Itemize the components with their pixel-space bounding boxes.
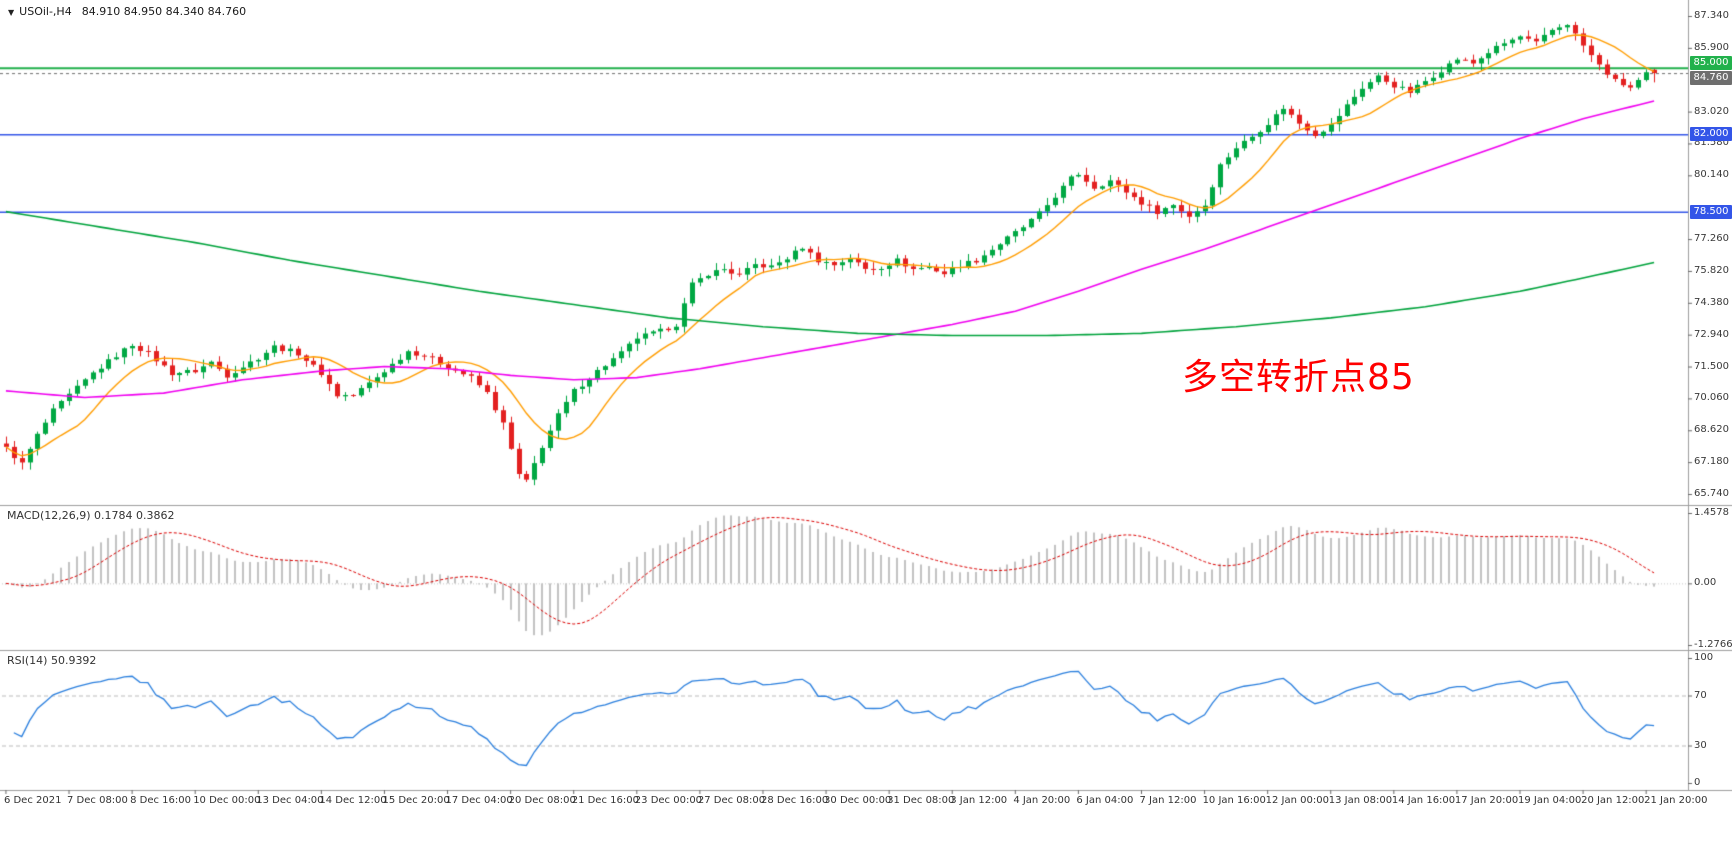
macd-axis-label: -1.2766 (1694, 639, 1732, 650)
time-axis-label: 7 Dec 08:00 (67, 795, 128, 806)
price-axis-label: 75.820 (1694, 264, 1729, 276)
time-axis-label: 20 Dec 08:00 (508, 795, 576, 806)
time-axis-label: 10 Jan 16:00 (1202, 795, 1266, 806)
symbol-timeframe-label: USOil-,H4 (19, 5, 72, 18)
rsi-axis-label: 100 (1694, 652, 1714, 663)
time-axis-label: 14 Jan 16:00 (1391, 795, 1456, 806)
time-axis-label: 17 Dec 04:00 (445, 795, 513, 806)
time-axis-label: 21 Dec 16:00 (571, 795, 639, 806)
price-line-badge: 85.000 (1690, 55, 1732, 70)
time-axis-label: 14 Dec 12:00 (319, 795, 387, 806)
rsi-axis-label: 0 (1694, 777, 1701, 788)
ohlc-values: 84.910 84.950 84.340 84.760 (81, 5, 247, 18)
macd-indicator-label: MACD(12,26,9) 0.1784 0.3862 (7, 509, 175, 522)
time-axis-label: 27 Dec 08:00 (697, 795, 766, 806)
time-axis-label: 19 Jan 04:00 (1518, 795, 1582, 806)
time-axis-label: 13 Dec 04:00 (256, 795, 324, 806)
price-axis-label: 81.580 (1694, 137, 1729, 149)
price-axis-label: 74.380 (1694, 296, 1729, 308)
time-axis-label: 13 Jan 08:00 (1328, 795, 1393, 806)
price-axis-label: 67.180 (1694, 456, 1729, 468)
price-axis-label: 83.020 (1694, 105, 1729, 117)
time-axis-label: 4 Jan 20:00 (1013, 795, 1071, 806)
time-axis-label: 6 Jan 04:00 (1076, 795, 1134, 806)
time-axis-label: 6 Dec 2021 (3, 795, 62, 806)
time-axis-label: 21 Jan 20:00 (1644, 795, 1708, 806)
price-line-badge: 82.000 (1690, 127, 1732, 142)
price-line-badge: 78.500 (1690, 204, 1732, 219)
time-axis-label: 31 Dec 08:00 (887, 795, 955, 806)
time-axis-label: 7 Jan 12:00 (1139, 795, 1197, 806)
time-axis-label: 23 Dec 00:00 (634, 795, 703, 806)
macd-axis-label: 1.4578 (1694, 507, 1729, 518)
rsi-axis-label: 70 (1694, 689, 1707, 701)
time-axis-label: 20 Jan 12:00 (1581, 795, 1645, 806)
price-axis-label: 72.940 (1694, 328, 1729, 340)
price-axis-label: 87.340 (1694, 10, 1729, 21)
time-axis-label: 8 Dec 16:00 (130, 795, 191, 806)
time-axis-label: 17 Jan 20:00 (1454, 795, 1519, 806)
time-axis-label: 30 Dec 00:00 (824, 795, 892, 806)
price-line-badge: 84.760 (1690, 71, 1732, 86)
price-axis-label: 71.500 (1694, 360, 1729, 372)
price-axis-label: 65.740 (1694, 488, 1729, 499)
rsi-axis-label: 30 (1694, 739, 1707, 751)
time-axis-label: 3 Jan 12:00 (950, 795, 1008, 806)
price-axis-label: 85.900 (1694, 41, 1729, 53)
time-axis-label: 15 Dec 20:00 (382, 795, 450, 806)
symbol-info-bar: ▼ USOil-,H4 84.910 84.950 84.340 84.760 (8, 5, 246, 18)
time-axis-label: 10 Dec 00:00 (193, 795, 261, 806)
macd-axis-label: 0.00 (1694, 577, 1717, 589)
price-axis-label: 77.260 (1694, 233, 1729, 245)
chart-annotation-text[interactable]: 多空转折点85 (1182, 357, 1415, 398)
price-axis-label: 80.140 (1694, 169, 1729, 181)
price-axis-label: 70.060 (1694, 392, 1729, 404)
time-axis-label: 28 Dec 16:00 (760, 795, 829, 806)
symbol-dropdown-icon[interactable]: ▼ (8, 8, 15, 17)
price-axis-label: 68.620 (1694, 424, 1729, 436)
rsi-indicator-label: RSI(14) 50.9392 (7, 654, 97, 667)
time-axis-label: 12 Jan 00:00 (1265, 795, 1329, 806)
